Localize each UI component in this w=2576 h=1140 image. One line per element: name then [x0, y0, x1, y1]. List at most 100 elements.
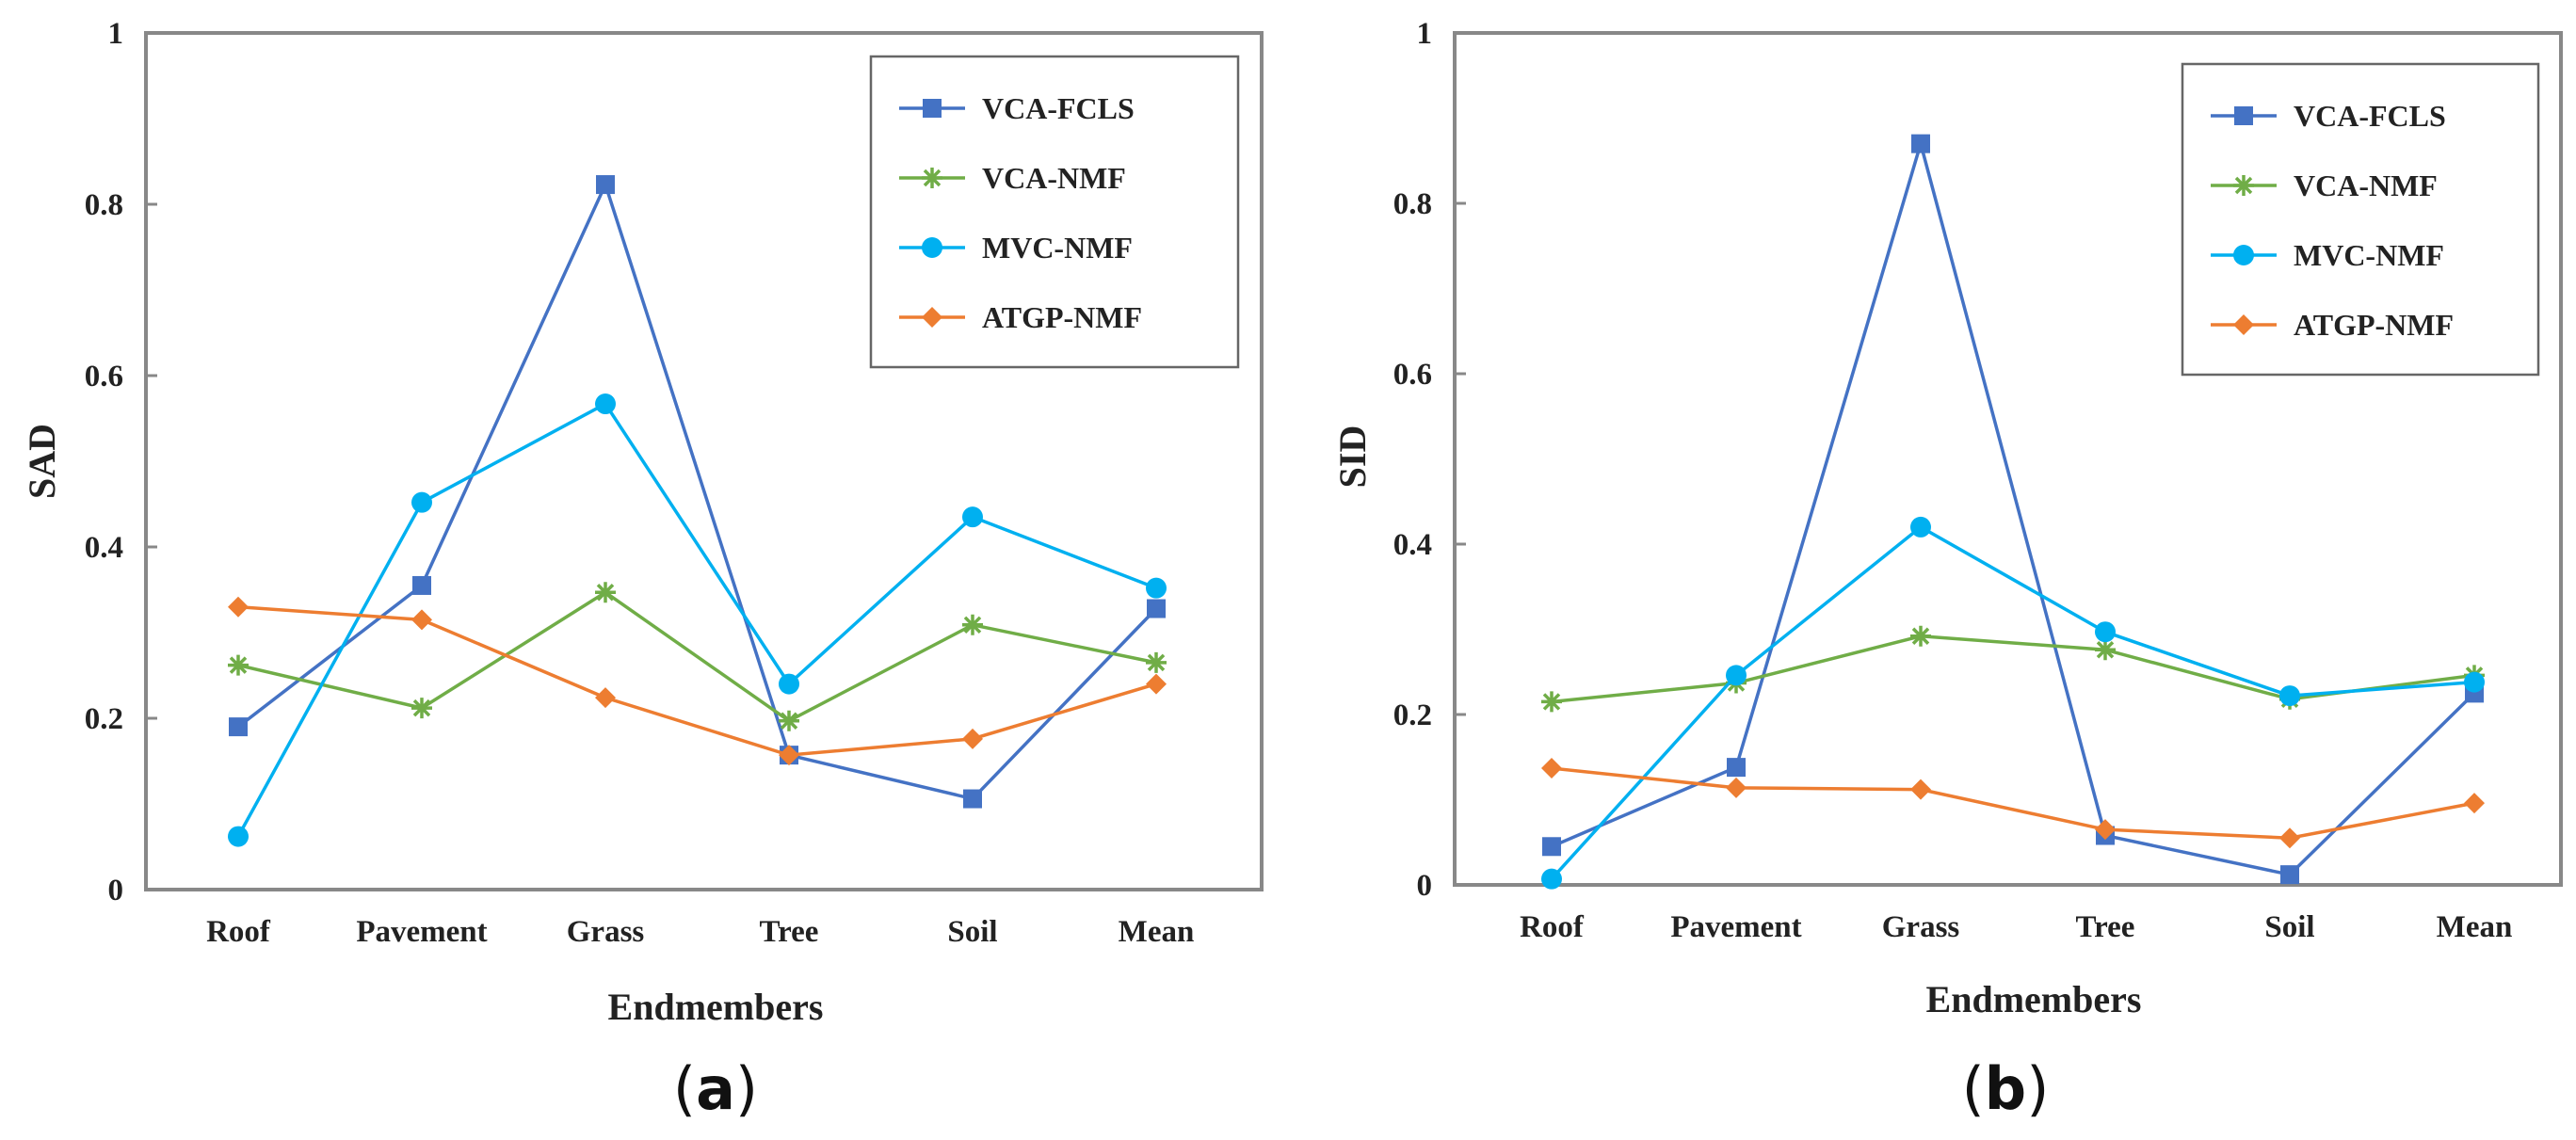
data-point	[595, 687, 616, 709]
data-point	[595, 582, 616, 603]
data-point	[228, 596, 249, 618]
legend-item: VCA-FCLS	[2211, 99, 2446, 133]
series-mvc-nmf	[1541, 516, 2485, 890]
legend-label: ATGP-NMF	[2294, 308, 2454, 342]
x-tick-label: Tree	[760, 915, 819, 949]
data-point	[1726, 665, 1747, 686]
panel-label: (b)	[1962, 1054, 2050, 1123]
data-point	[411, 609, 432, 631]
legend-marker	[922, 237, 942, 258]
data-point	[962, 506, 983, 528]
series-line	[237, 604, 1157, 757]
legend-marker	[923, 99, 942, 118]
legend-label: VCA-FCLS	[982, 91, 1135, 125]
series-line	[1550, 524, 2475, 880]
x-axis-title: Endmembers	[1926, 978, 2142, 1020]
legend-marker	[2233, 314, 2254, 335]
data-point	[1146, 651, 1167, 673]
data-point	[229, 717, 248, 737]
y-tick-label: 0	[108, 874, 124, 907]
y-tick-label: 1	[108, 17, 124, 51]
data-point	[2280, 865, 2299, 885]
y-tick-label: 1	[1417, 17, 1433, 51]
y-tick-label: 0.4	[85, 531, 123, 565]
data-point	[2095, 819, 2116, 841]
x-tick-label: Roof	[206, 915, 271, 949]
legend-label: VCA-NMF	[982, 161, 1126, 195]
data-point	[1542, 837, 1561, 857]
data-point	[1541, 691, 1562, 713]
data-point	[228, 654, 249, 676]
legend: VCA-FCLS VCA-NMF MVC-NMF ATGP-NMF	[2181, 62, 2540, 377]
y-axis-title: SID	[1331, 425, 1374, 489]
y-tick-label: 0.2	[85, 702, 123, 736]
plot-area-frame	[1453, 31, 2563, 887]
data-point	[411, 491, 432, 513]
series-layer	[228, 175, 1167, 847]
data-point	[2095, 639, 2116, 661]
y-tick-label: 0.2	[1393, 698, 1432, 732]
series-line	[1551, 137, 2476, 877]
y-tick-label: 0.6	[1393, 358, 1432, 392]
y-tick-label: 0.4	[1393, 528, 1432, 562]
data-point	[779, 673, 799, 695]
data-point	[1727, 758, 1746, 778]
panel-b: 0 0.2 0.4 0.6 0.8 1 Roof Pavement Grass Tree Soil…	[1331, 17, 2563, 1123]
data-point	[1146, 577, 1167, 599]
legend-item: ATGP-NMF	[899, 300, 1142, 334]
legend-label: VCA-NMF	[2294, 169, 2438, 202]
legend-marker	[2233, 245, 2254, 265]
data-point	[596, 175, 615, 195]
data-point	[1541, 758, 1562, 779]
series-mvc-nmf	[228, 393, 1167, 847]
data-point	[2095, 621, 2116, 643]
plot-area-frame	[144, 31, 1264, 891]
data-point	[2279, 685, 2300, 707]
legend-item: ATGP-NMF	[2211, 308, 2454, 342]
y-ticks: 0 0.2 0.4 0.6 0.8 1	[85, 17, 157, 907]
data-point	[1726, 777, 1747, 798]
data-point	[411, 698, 432, 719]
panel-label: (a)	[673, 1054, 758, 1123]
series-atgp-nmf	[228, 596, 1167, 766]
panel-label-letter: b	[1985, 1054, 2026, 1123]
x-tick-label: Grass	[1882, 910, 1960, 944]
series-line	[236, 401, 1157, 838]
y-tick-label: 0.8	[85, 188, 123, 222]
legend-label: MVC-NMF	[982, 231, 1133, 265]
data-point	[2464, 793, 2485, 814]
x-tick-label: Pavement	[356, 915, 487, 949]
data-point	[962, 728, 983, 749]
data-point	[779, 710, 799, 731]
y-ticks: 0 0.2 0.4 0.6 0.8 1	[1393, 17, 1466, 903]
legend-marker	[922, 307, 942, 328]
data-point	[1147, 599, 1166, 618]
legend-label: ATGP-NMF	[982, 300, 1142, 334]
series-line	[237, 590, 1157, 723]
legend-label: MVC-NMF	[2294, 238, 2444, 272]
data-point	[963, 789, 982, 809]
legend-marker	[922, 168, 942, 188]
y-axis-title: SAD	[21, 424, 63, 499]
y-tick-label: 0.8	[1393, 187, 1432, 221]
data-point	[1910, 516, 1931, 538]
y-tick-label: 0	[1417, 869, 1433, 903]
x-tick-label: Tree	[2076, 910, 2135, 944]
data-point	[228, 826, 249, 847]
data-point	[1146, 673, 1167, 695]
panel-a: 0 0.2 0.4 0.6 0.8 1 Roof Pavement Grass Tree Soil…	[21, 17, 1264, 1123]
data-point	[2279, 827, 2300, 849]
x-axis-title: Endmembers	[608, 986, 824, 1028]
x-tick-label: Soil	[947, 915, 997, 949]
legend-item: MVC-NMF	[899, 231, 1133, 265]
data-point	[595, 393, 616, 415]
legend-marker	[2234, 106, 2253, 125]
x-tick-label: Roof	[1520, 910, 1585, 944]
series-vca-fcls	[1542, 134, 2484, 885]
legend-item: VCA-NMF	[2211, 169, 2438, 202]
data-point	[962, 614, 983, 635]
legend-item: VCA-FCLS	[899, 91, 1135, 125]
panel-label-letter: a	[696, 1054, 735, 1123]
legend-item: VCA-NMF	[899, 161, 1126, 195]
